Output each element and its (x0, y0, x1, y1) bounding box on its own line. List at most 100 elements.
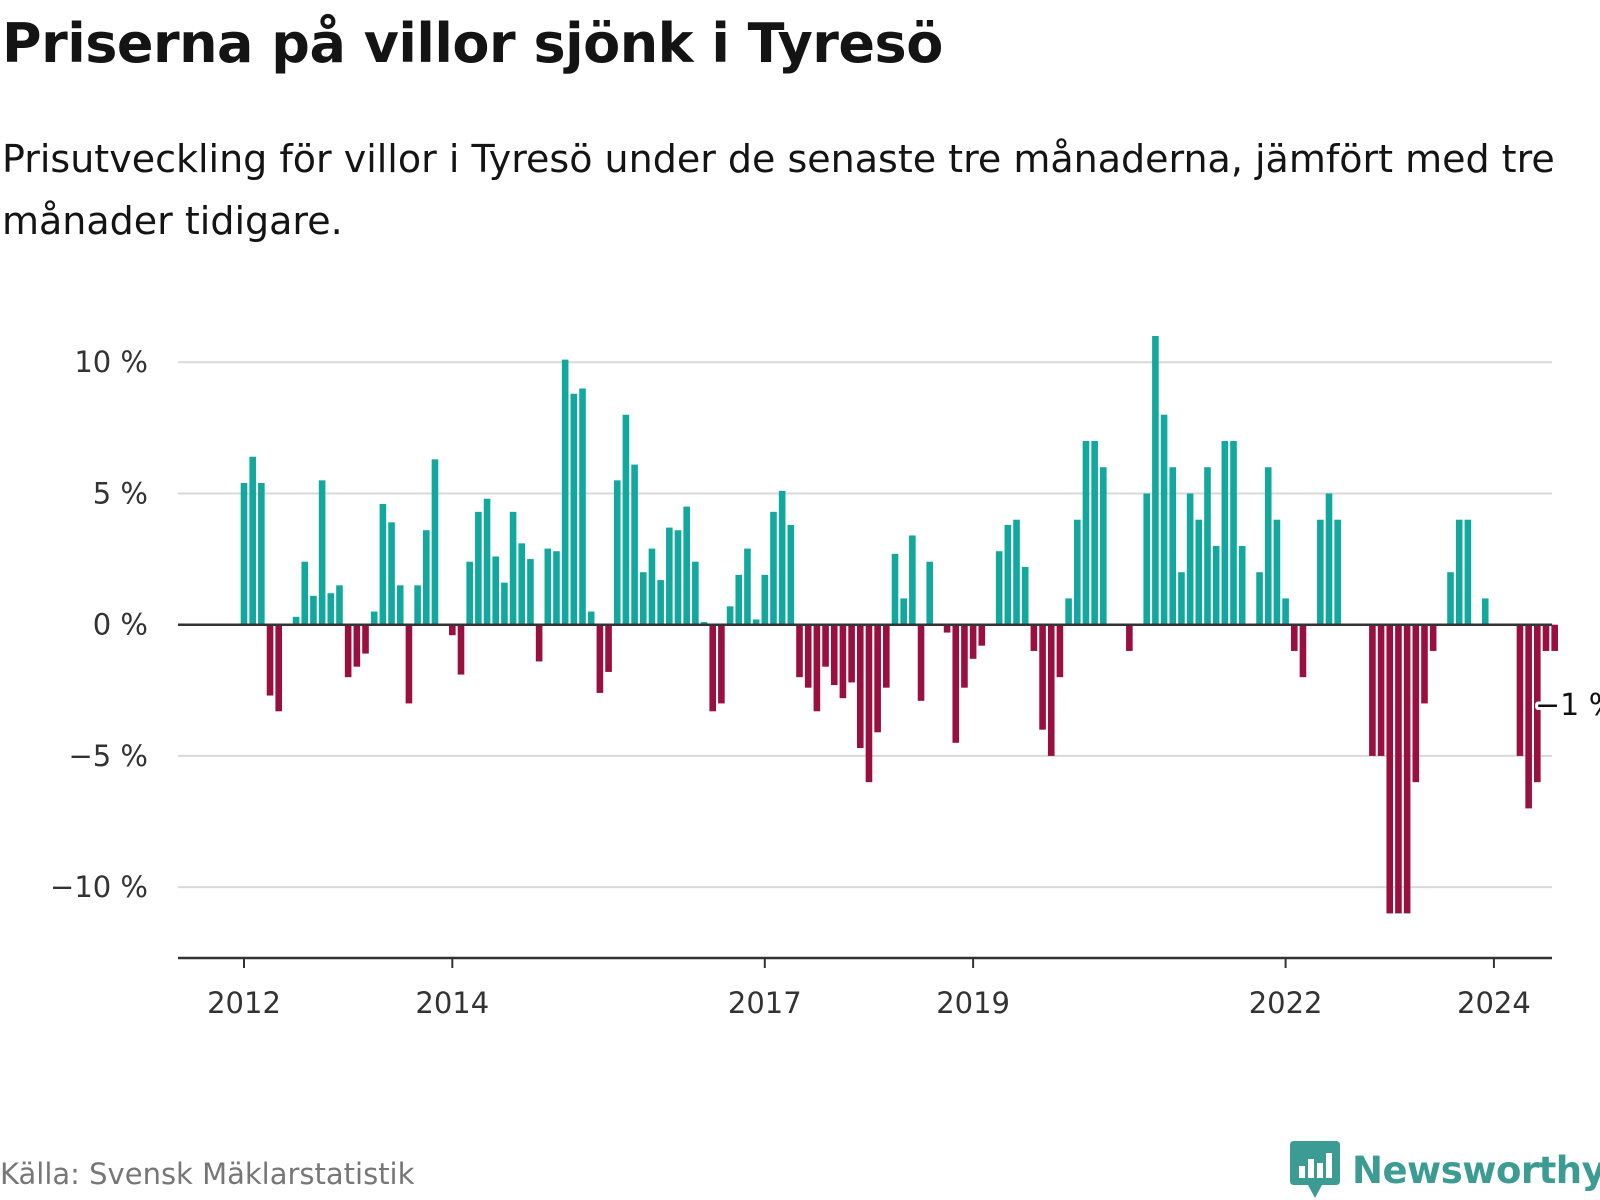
bar (1126, 624, 1133, 651)
bar (744, 548, 751, 625)
bar (587, 611, 595, 625)
bar (891, 553, 899, 625)
bar (1030, 624, 1038, 651)
bar (258, 482, 265, 625)
bar (839, 624, 847, 699)
x-axis-ticks: 2012 2014 2017 2019 2022 2024 (207, 958, 1531, 1020)
bar (570, 393, 578, 625)
bar (613, 480, 621, 625)
bar (1334, 519, 1341, 625)
bar (527, 559, 534, 625)
bar (1534, 624, 1541, 783)
bar (1065, 598, 1072, 625)
bar (466, 561, 473, 625)
bar (544, 548, 552, 625)
bar (1516, 624, 1524, 756)
bar (344, 624, 352, 678)
bar (787, 524, 795, 625)
bar (414, 585, 421, 625)
bar (553, 551, 560, 625)
bar-chart: 10 % 5 % 0 % −5 % −10 % 2012 2014 2017 2019 2022… (50, 336, 1600, 1020)
bar (1525, 624, 1532, 809)
bar (657, 580, 664, 625)
bar (1455, 519, 1463, 625)
annotation: −1 %−1 % (1532, 685, 1600, 726)
bar (249, 456, 256, 625)
bar (396, 585, 404, 625)
bar (900, 598, 907, 625)
bar (1481, 598, 1489, 625)
bar (735, 574, 743, 625)
bar (648, 548, 656, 625)
bar (1047, 624, 1055, 756)
bar (336, 585, 343, 625)
bar (683, 506, 690, 625)
source-credit: Källa: Svensk Mäklarstatistik (0, 1157, 415, 1191)
bar (1204, 467, 1211, 625)
gridlines (178, 361, 1552, 889)
bar (501, 582, 508, 625)
bar (1143, 493, 1151, 625)
bar (370, 611, 378, 625)
bar (700, 622, 708, 625)
bar (856, 624, 864, 749)
y-tick-label: −5 % (68, 739, 148, 773)
bar (639, 572, 647, 625)
bar (405, 624, 413, 704)
bar (1551, 624, 1558, 651)
bar (1212, 545, 1220, 625)
bar (310, 595, 317, 625)
bar (1195, 519, 1203, 625)
bar (379, 503, 387, 625)
bar (726, 606, 734, 625)
x-tick-label: 2012 (207, 986, 281, 1020)
bar (1004, 524, 1012, 625)
bar (1317, 519, 1324, 625)
bar (1273, 519, 1281, 625)
bar (561, 359, 569, 625)
bar (1256, 572, 1263, 625)
bar (1429, 624, 1437, 651)
bar (266, 624, 274, 696)
bar (327, 593, 335, 625)
bar (492, 556, 500, 625)
bar (422, 530, 430, 625)
bar (761, 574, 769, 625)
bar (1082, 440, 1090, 625)
x-tick-label: 2017 (728, 986, 802, 1020)
bar (1395, 624, 1402, 914)
bar (752, 619, 760, 625)
brand-name: Newsworthy (1352, 1148, 1600, 1192)
bar (926, 561, 934, 625)
bar (961, 624, 968, 688)
bar (1264, 467, 1272, 625)
bar (830, 624, 838, 686)
bar (518, 543, 526, 625)
bar (1447, 572, 1454, 625)
x-tick-label: 2022 (1249, 986, 1323, 1020)
bar (909, 535, 916, 625)
bar (1386, 624, 1394, 914)
bar (1464, 519, 1472, 625)
x-tick-label: 2019 (936, 986, 1010, 1020)
bar (692, 561, 699, 625)
bar (1377, 624, 1385, 756)
bar (1160, 414, 1168, 625)
bar (1282, 598, 1289, 625)
bar (622, 414, 630, 625)
bar (457, 624, 465, 675)
x-tick-label: 2014 (415, 986, 489, 1020)
brand-logo[interactable]: Newsworthy (1290, 1140, 1600, 1200)
bar (1021, 566, 1029, 625)
bar (431, 459, 439, 625)
annotation-label: −1 % (1535, 688, 1600, 723)
y-tick-label: 5 % (93, 476, 148, 510)
bar (709, 624, 717, 712)
bar (605, 624, 612, 672)
bar (943, 624, 951, 633)
bar (1039, 624, 1046, 730)
bar (1100, 467, 1107, 625)
bar (1369, 624, 1376, 756)
bar (848, 624, 855, 683)
bar (874, 624, 881, 733)
